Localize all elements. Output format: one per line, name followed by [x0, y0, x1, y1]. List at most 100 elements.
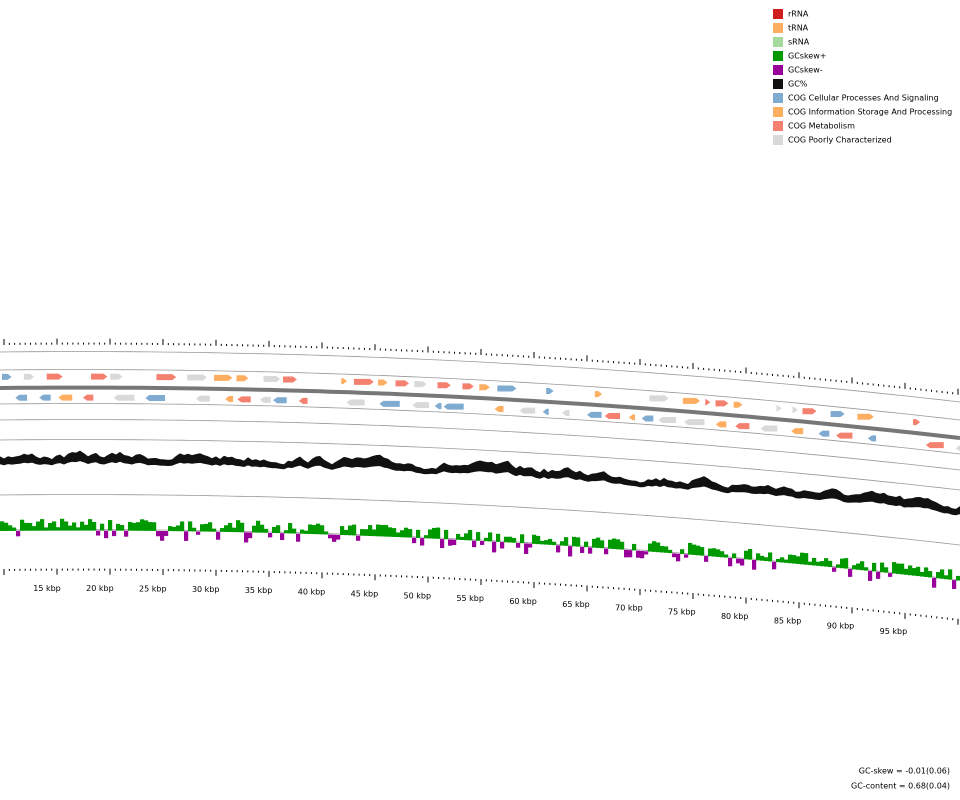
- gc-skew-positive: [884, 567, 889, 573]
- gc-skew-positive: [308, 524, 313, 534]
- gc-skew-positive: [144, 520, 149, 531]
- gene: [110, 373, 123, 380]
- gc-skew-positive: [696, 545, 701, 556]
- gc-skew-positive: [168, 526, 173, 532]
- gene: [682, 397, 701, 404]
- gene: [684, 419, 705, 426]
- legend-swatch: [773, 79, 783, 89]
- gene: [225, 396, 234, 403]
- gc-skew-positive: [376, 524, 381, 537]
- gc-skew-positive: [592, 538, 597, 548]
- gc-skew-positive: [28, 522, 33, 531]
- gc-skew-positive: [176, 525, 181, 532]
- gc-skew-positive: [552, 541, 557, 546]
- gc-skew-negative: [636, 550, 641, 558]
- tracks: 15 kbp 20 kbp 25 kbp 30 kbp 35 kbp 40 kbp 45 k…: [0, 338, 960, 636]
- gene: [955, 445, 960, 452]
- gene: [733, 401, 743, 408]
- scale-label: 80 kbp: [721, 612, 749, 621]
- gene: [791, 428, 804, 435]
- gc-skew-positive: [436, 527, 441, 539]
- gc-skew-positive: [348, 525, 353, 536]
- gc-skew-positive: [776, 558, 781, 563]
- gene: [735, 423, 750, 430]
- gc-skew-positive: [32, 526, 37, 531]
- gene: [145, 394, 166, 401]
- gc-skew-positive: [4, 522, 9, 531]
- gc-skew-positive: [88, 519, 93, 531]
- gc-skew-positive: [364, 529, 369, 536]
- gene: [298, 397, 308, 404]
- gc-skew-positive: [924, 567, 929, 577]
- gc-skew-positive: [360, 529, 365, 536]
- legend-swatch: [773, 107, 783, 117]
- gene: [91, 373, 108, 380]
- gc-skew-positive: [800, 552, 805, 565]
- gc-skew-positive: [944, 575, 949, 580]
- gc-skew-negative: [952, 580, 957, 589]
- gc-skew-positive: [304, 530, 309, 534]
- gc-skew-positive: [368, 525, 373, 536]
- gc-skew-positive: [840, 558, 845, 569]
- gc-skew-negative: [448, 539, 453, 546]
- gene: [412, 402, 430, 409]
- gc-skew-positive: [612, 538, 617, 550]
- gc-skew-positive: [904, 568, 909, 575]
- gc-skew-positive: [648, 543, 653, 552]
- gc-skew-positive: [608, 539, 613, 549]
- gc-skew-negative: [588, 547, 593, 554]
- gc-skew-positive: [344, 529, 349, 536]
- gene: [237, 396, 251, 403]
- gc-skew-positive: [400, 530, 405, 538]
- gc-skew-negative: [568, 546, 573, 557]
- gc-skew-negative: [160, 531, 165, 541]
- gc-skew-positive: [780, 557, 785, 563]
- gc-skew-positive: [372, 529, 377, 537]
- gc-skew-positive: [272, 526, 277, 533]
- gc-skew-positive: [24, 522, 29, 531]
- gc-skew-positive: [532, 534, 537, 544]
- gc-skew-positive: [300, 529, 305, 534]
- gc-skew-negative: [16, 530, 21, 537]
- scale-label: 70 kbp: [615, 604, 643, 613]
- legend-swatch: [773, 93, 783, 103]
- gc-skew-positive: [312, 525, 317, 535]
- gc-skew-positive: [912, 568, 917, 576]
- legend: rRNA tRNA sRNA GCskew+ GCskew- GC% COG Cellula…: [773, 9, 952, 145]
- gene: [263, 375, 281, 382]
- gc-skew-negative: [888, 573, 893, 577]
- gc-skew-positive: [292, 528, 297, 534]
- gc-skew-positive: [748, 549, 753, 560]
- gc-skew-positive: [128, 522, 133, 531]
- gc-skew-positive: [536, 535, 541, 545]
- gene: [378, 379, 388, 386]
- gc-skew-positive: [416, 529, 421, 538]
- gc-skew-positive: [664, 546, 669, 553]
- gc-skew-positive: [484, 537, 489, 542]
- gene: [46, 373, 63, 380]
- gc-skew-positive: [36, 521, 41, 531]
- gc-skew-positive: [712, 548, 717, 557]
- scale-label: 95 kbp: [880, 627, 908, 636]
- gc-skew-negative: [164, 531, 169, 536]
- gc-skew-positive: [108, 520, 113, 531]
- gc-skew-positive: [892, 562, 897, 574]
- gc-skew-positive: [856, 563, 861, 570]
- gc-skew-positive: [504, 536, 509, 543]
- gc-skew-positive: [756, 553, 761, 561]
- scale-label: 35 kbp: [245, 586, 273, 595]
- gc-skew-positive: [324, 531, 329, 535]
- gene: [818, 430, 830, 437]
- gc-skew-negative: [196, 531, 201, 535]
- gc-skew-positive: [340, 526, 345, 535]
- legend-swatch: [773, 23, 783, 33]
- gc-skew-positive: [456, 533, 461, 540]
- gc-skew-positive: [764, 557, 769, 562]
- gc-skew-positive: [120, 525, 125, 531]
- gc-skew-negative: [644, 551, 649, 555]
- gene: [649, 395, 669, 402]
- gc-skew-negative: [440, 539, 445, 549]
- gc-skew-negative: [328, 534, 333, 539]
- gc-skew-negative: [492, 541, 497, 553]
